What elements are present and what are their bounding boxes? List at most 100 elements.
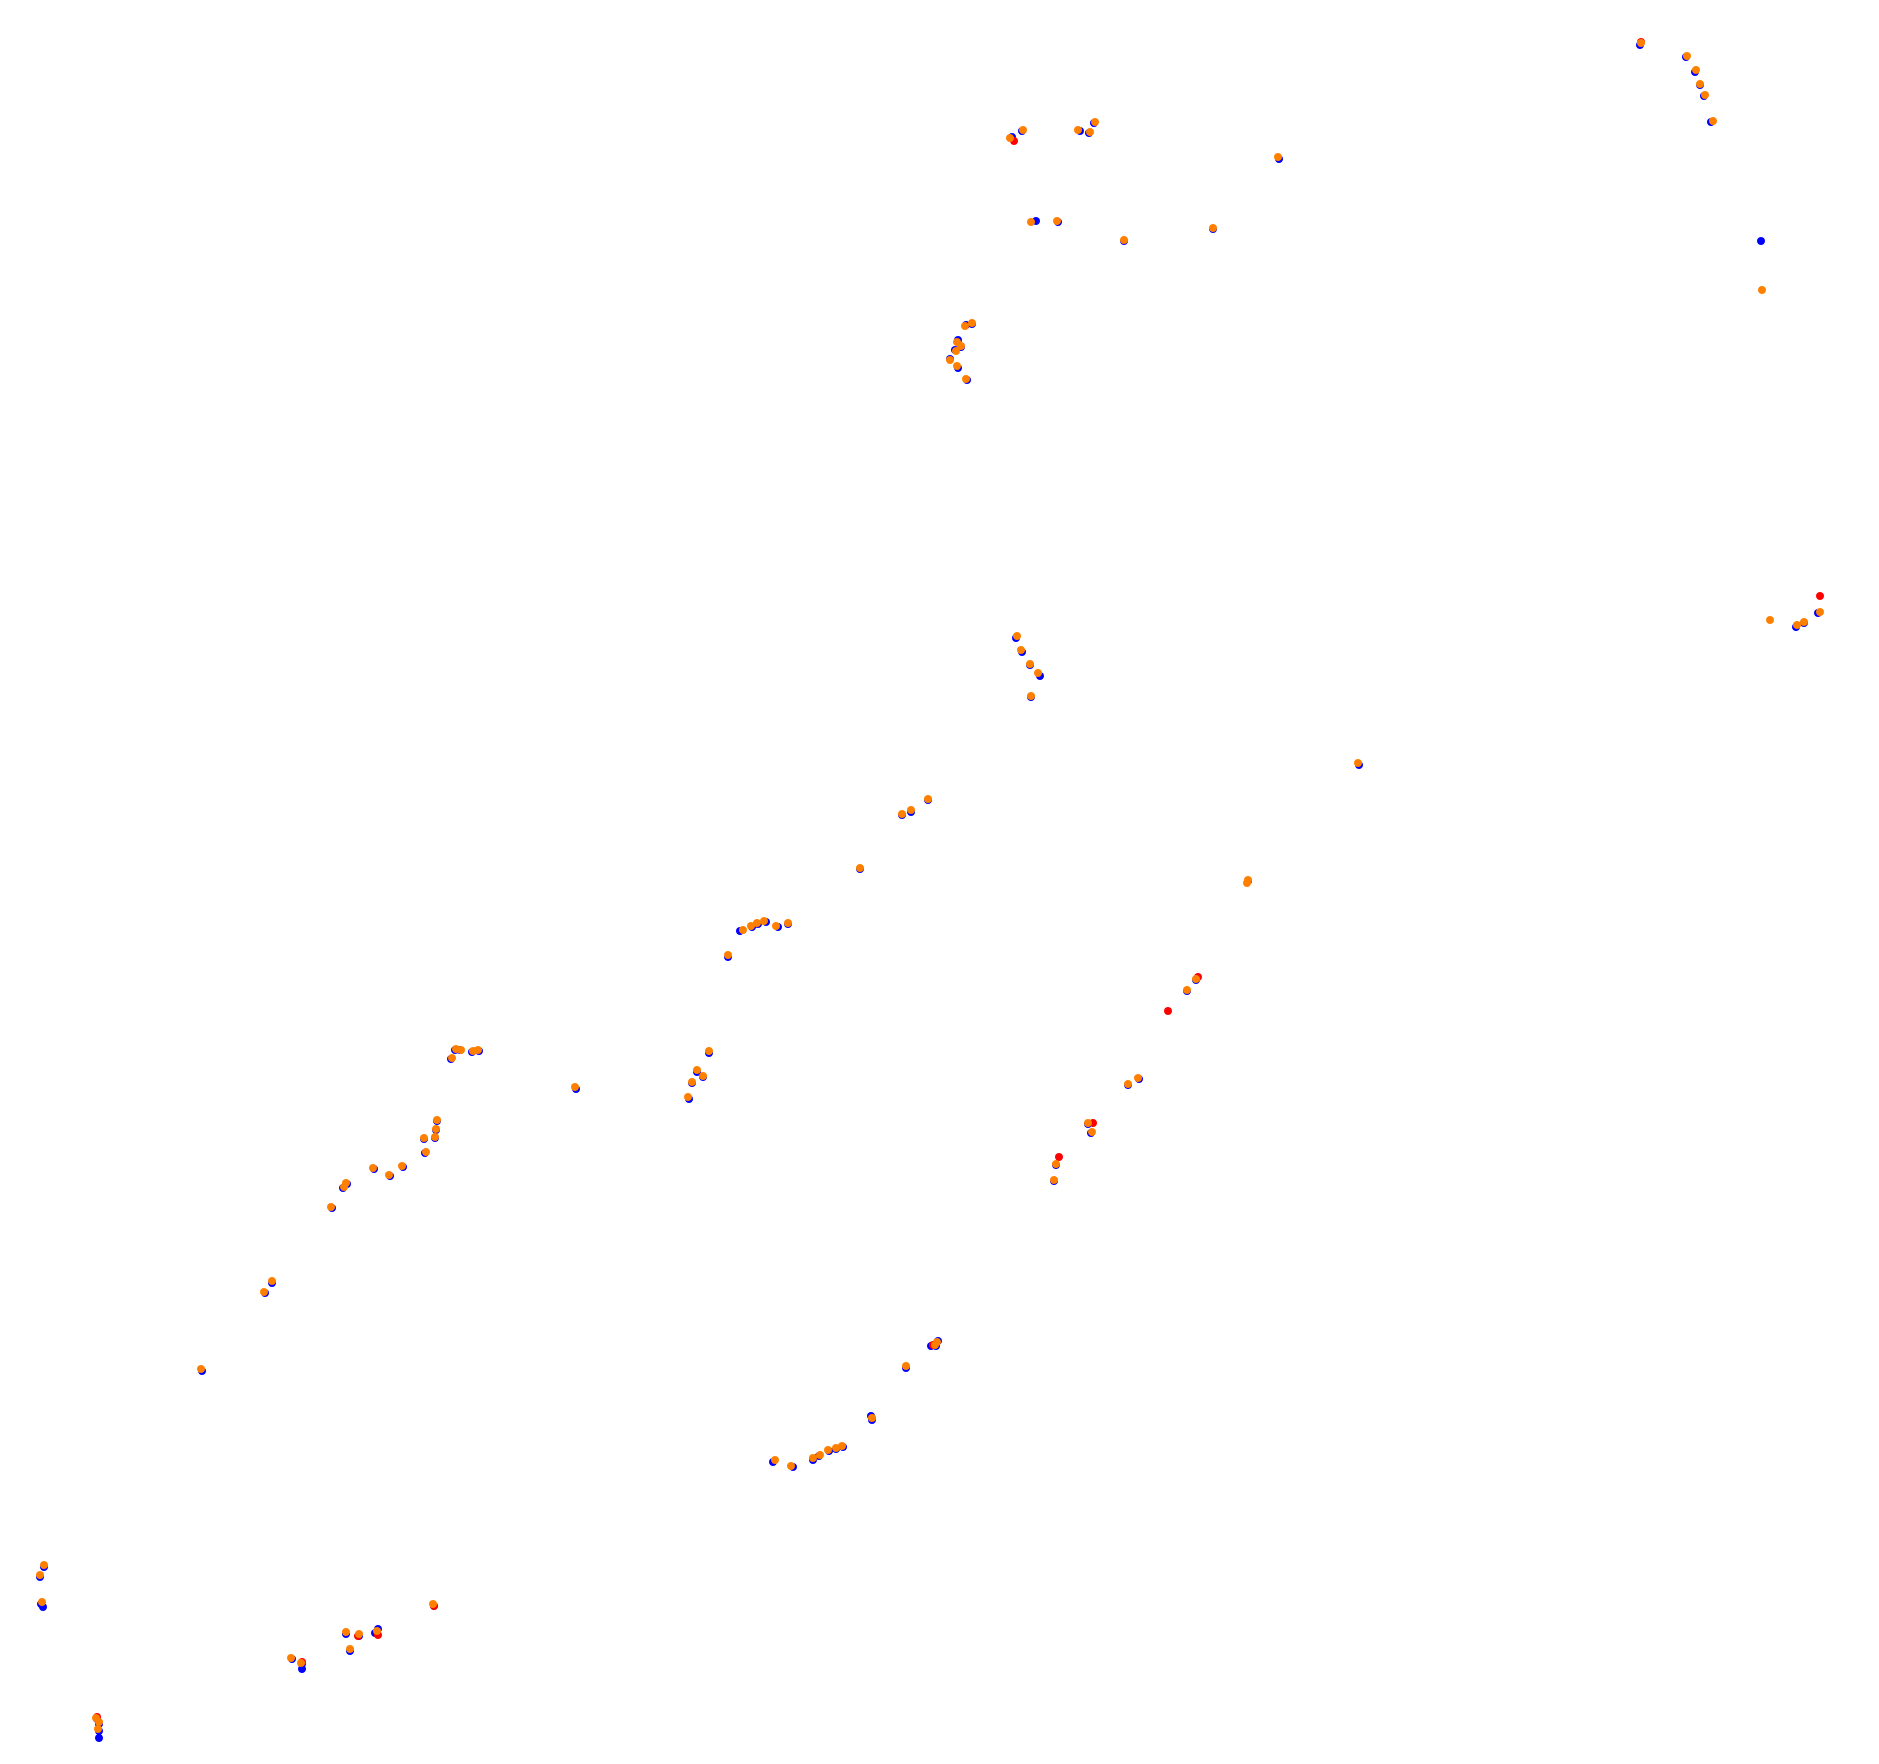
point-2-34 <box>898 810 906 818</box>
point-2-104 <box>94 1725 102 1733</box>
point-2-11 <box>1274 153 1282 161</box>
point-2-37 <box>856 864 864 872</box>
point-2-53 <box>1088 1128 1096 1136</box>
point-2-6 <box>1006 134 1014 142</box>
point-2-79 <box>260 1288 268 1296</box>
point-1-4 <box>1164 1007 1172 1015</box>
point-2-71 <box>422 1148 430 1156</box>
point-2-76 <box>340 1183 348 1191</box>
point-2-83 <box>902 1362 910 1370</box>
point-2-101 <box>355 1630 363 1638</box>
point-2-2 <box>1692 66 1700 74</box>
point-2-50 <box>1134 1074 1142 1082</box>
point-1-6 <box>1055 1153 1063 1161</box>
point-2-88 <box>816 1451 824 1459</box>
point-2-15 <box>1053 217 1061 225</box>
point-2-0 <box>1637 39 1645 47</box>
point-2-92 <box>40 1561 48 1569</box>
point-2-31 <box>1816 608 1824 616</box>
series-2 <box>36 39 1824 1733</box>
point-2-95 <box>429 1600 437 1608</box>
point-2-103 <box>95 1718 103 1726</box>
point-2-70 <box>420 1134 428 1142</box>
point-2-21 <box>968 319 976 327</box>
point-2-33 <box>1758 286 1766 294</box>
point-2-12 <box>1120 236 1128 244</box>
point-2-99 <box>287 1654 295 1662</box>
point-2-60 <box>474 1046 482 1054</box>
point-2-97 <box>342 1628 350 1636</box>
point-2-39 <box>747 922 755 930</box>
point-2-47 <box>1243 879 1251 887</box>
point-2-38 <box>739 926 747 934</box>
point-2-96 <box>373 1627 381 1635</box>
point-2-43 <box>784 919 792 927</box>
point-2-58 <box>457 1046 465 1054</box>
point-2-80 <box>197 1365 205 1373</box>
point-2-10 <box>1091 118 1099 126</box>
point-2-13 <box>1209 224 1217 232</box>
point-2-35 <box>907 806 915 814</box>
point-2-17 <box>952 347 960 355</box>
point-2-77 <box>327 1203 335 1211</box>
point-2-4 <box>1701 91 1709 99</box>
point-2-1 <box>1683 52 1691 60</box>
point-2-93 <box>36 1571 44 1579</box>
point-2-23 <box>962 375 970 383</box>
point-2-48 <box>1192 975 1200 983</box>
point-2-89 <box>824 1446 832 1454</box>
point-2-28 <box>1027 692 1035 700</box>
point-2-51 <box>1124 1080 1132 1088</box>
point-0-108 <box>95 1734 103 1742</box>
point-2-27 <box>1034 669 1042 677</box>
point-2-25 <box>1017 646 1025 654</box>
point-0-32 <box>1757 237 1765 245</box>
point-2-22 <box>953 362 961 370</box>
point-2-94 <box>38 1598 46 1606</box>
point-2-61 <box>571 1083 579 1091</box>
point-2-67 <box>433 1116 441 1124</box>
point-2-62 <box>705 1047 713 1055</box>
point-2-82 <box>931 1341 939 1349</box>
point-0-103 <box>298 1665 306 1673</box>
point-2-14 <box>1027 218 1035 226</box>
point-2-65 <box>688 1078 696 1086</box>
point-2-84 <box>868 1414 876 1422</box>
point-2-64 <box>699 1072 707 1080</box>
points-layer <box>36 38 1824 1742</box>
point-2-40 <box>753 919 761 927</box>
point-2-100 <box>346 1645 354 1653</box>
point-2-55 <box>1050 1176 1058 1184</box>
point-2-7 <box>1019 126 1027 134</box>
point-2-19 <box>957 342 965 350</box>
point-2-26 <box>1026 660 1034 668</box>
point-2-91 <box>838 1442 846 1450</box>
point-2-69 <box>431 1133 439 1141</box>
point-2-63 <box>693 1066 701 1074</box>
point-2-85 <box>771 1456 779 1464</box>
point-2-86 <box>787 1462 795 1470</box>
point-2-73 <box>385 1171 393 1179</box>
point-2-54 <box>1052 1160 1060 1168</box>
point-2-44 <box>724 951 732 959</box>
point-2-49 <box>1183 986 1191 994</box>
point-2-36 <box>924 795 932 803</box>
point-2-24 <box>1013 632 1021 640</box>
point-2-20 <box>961 322 969 330</box>
point-2-5 <box>1709 117 1717 125</box>
point-2-8 <box>1074 126 1082 134</box>
point-2-78 <box>268 1277 276 1285</box>
point-2-87 <box>809 1454 817 1462</box>
point-2-16 <box>946 356 954 364</box>
point-2-72 <box>398 1162 406 1170</box>
point-2-29 <box>1793 621 1801 629</box>
point-2-3 <box>1696 80 1704 88</box>
point-2-45 <box>1354 759 1362 767</box>
point-2-74 <box>369 1164 377 1172</box>
point-2-9 <box>1086 128 1094 136</box>
point-1-2 <box>1816 592 1824 600</box>
point-2-32 <box>1766 616 1774 624</box>
point-2-66 <box>684 1093 692 1101</box>
